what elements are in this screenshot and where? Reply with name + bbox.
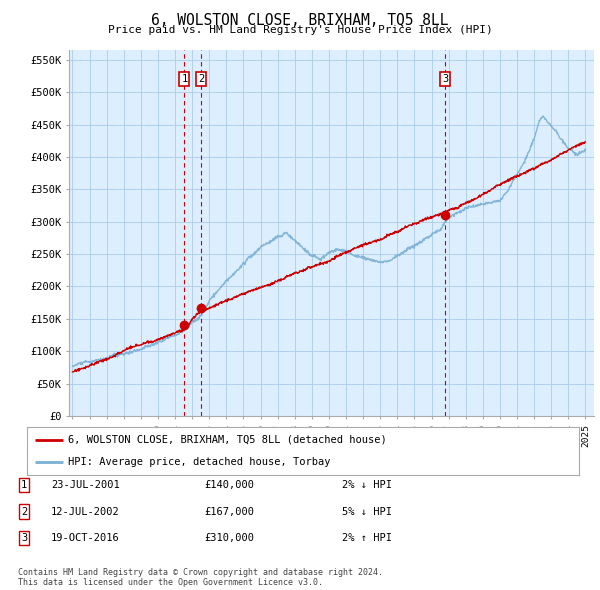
Text: 3: 3 <box>442 74 448 84</box>
Text: Contains HM Land Registry data © Crown copyright and database right 2024.
This d: Contains HM Land Registry data © Crown c… <box>18 568 383 587</box>
Text: 2% ↑ HPI: 2% ↑ HPI <box>342 533 392 543</box>
Text: £167,000: £167,000 <box>204 507 254 516</box>
Text: 12-JUL-2002: 12-JUL-2002 <box>51 507 120 516</box>
Text: £310,000: £310,000 <box>204 533 254 543</box>
Text: 2% ↓ HPI: 2% ↓ HPI <box>342 480 392 490</box>
Text: 6, WOLSTON CLOSE, BRIXHAM, TQ5 8LL (detached house): 6, WOLSTON CLOSE, BRIXHAM, TQ5 8LL (deta… <box>68 435 387 445</box>
Text: 2: 2 <box>21 507 27 516</box>
Text: 1: 1 <box>181 74 188 84</box>
Text: Price paid vs. HM Land Registry's House Price Index (HPI): Price paid vs. HM Land Registry's House … <box>107 25 493 35</box>
Text: 23-JUL-2001: 23-JUL-2001 <box>51 480 120 490</box>
Text: 1: 1 <box>21 480 27 490</box>
Text: £140,000: £140,000 <box>204 480 254 490</box>
Text: HPI: Average price, detached house, Torbay: HPI: Average price, detached house, Torb… <box>68 457 331 467</box>
Text: 3: 3 <box>21 533 27 543</box>
Text: 6, WOLSTON CLOSE, BRIXHAM, TQ5 8LL: 6, WOLSTON CLOSE, BRIXHAM, TQ5 8LL <box>151 13 449 28</box>
Text: 19-OCT-2016: 19-OCT-2016 <box>51 533 120 543</box>
Text: 2: 2 <box>198 74 205 84</box>
Text: 5% ↓ HPI: 5% ↓ HPI <box>342 507 392 516</box>
